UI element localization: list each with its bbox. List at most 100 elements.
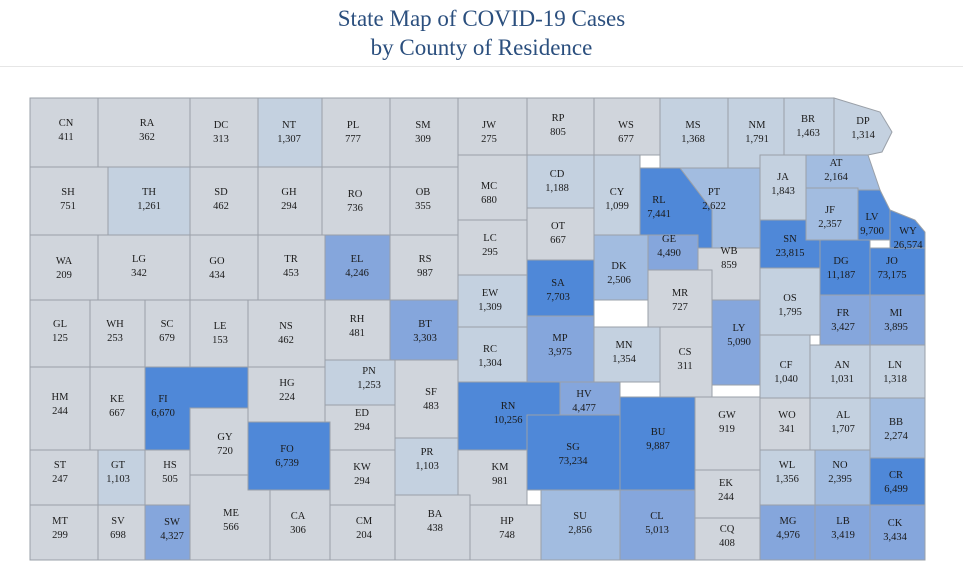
county-ew[interactable] xyxy=(457,274,528,328)
county-cases-hp: 748 xyxy=(499,530,515,541)
county-cases-nm: 1,791 xyxy=(745,134,769,145)
county-cases-ba: 438 xyxy=(427,523,443,534)
county-abbr-rh: RH xyxy=(350,314,365,325)
county-cases-ck: 3,434 xyxy=(883,532,907,543)
county-bt[interactable] xyxy=(389,299,459,361)
county-abbr-cy: CY xyxy=(610,187,625,198)
county-cases-dk: 2,506 xyxy=(607,275,631,286)
county-abbr-ca: CA xyxy=(291,511,306,522)
county-sf[interactable] xyxy=(394,359,459,439)
county-cases-ms: 1,368 xyxy=(681,134,705,145)
county-cases-sm: 309 xyxy=(415,134,431,145)
county-abbr-sg: SG xyxy=(566,442,580,453)
county-cases-ek: 244 xyxy=(718,492,735,503)
county-dg[interactable] xyxy=(819,239,871,296)
county-abbr-su: SU xyxy=(573,511,587,522)
county-abbr-cd: CD xyxy=(550,169,565,180)
county-ot[interactable] xyxy=(526,207,595,261)
county-abbr-nm: NM xyxy=(749,120,767,131)
county-cases-pr: 1,103 xyxy=(415,461,439,472)
county-cd[interactable] xyxy=(526,154,595,209)
county-cases-mp: 3,975 xyxy=(548,347,572,358)
county-cases-cd: 1,188 xyxy=(545,183,569,194)
county-abbr-os: OS xyxy=(783,293,797,304)
county-cases-mn: 1,354 xyxy=(612,354,636,365)
county-cases-ja: 1,843 xyxy=(771,186,795,197)
county-wa[interactable] xyxy=(29,234,99,301)
county-le[interactable] xyxy=(189,299,249,368)
county-cases-hg: 224 xyxy=(279,392,296,403)
county-cases-kw: 294 xyxy=(354,476,371,487)
county-cases-dp: 1,314 xyxy=(851,130,875,141)
county-cases-mt: 299 xyxy=(52,530,68,541)
county-cases-cq: 408 xyxy=(719,538,735,549)
county-abbr-hp: HP xyxy=(500,516,514,527)
county-abbr-bu: BU xyxy=(651,427,666,438)
county-abbr-br: BR xyxy=(801,114,815,125)
county-abbr-me: ME xyxy=(223,508,239,519)
county-abbr-ek: EK xyxy=(719,478,733,489)
county-abbr-fo: FO xyxy=(280,444,294,455)
county-cases-ca: 306 xyxy=(290,525,306,536)
county-mi[interactable] xyxy=(869,294,926,346)
county-cases-cy: 1,099 xyxy=(605,201,629,212)
county-ns[interactable] xyxy=(247,299,326,368)
county-wy[interactable] xyxy=(889,209,926,249)
county-abbr-rn: RN xyxy=(501,401,516,412)
map-title-line-2: by County of Residence xyxy=(370,35,593,60)
county-abbr-sa: SA xyxy=(551,278,565,289)
county-abbr-fi: FI xyxy=(158,394,168,405)
county-cases-fr: 3,427 xyxy=(831,322,855,333)
county-dc[interactable] xyxy=(189,97,259,168)
county-abbr-an: AN xyxy=(834,360,850,371)
county-cases-bu: 9,887 xyxy=(646,441,670,452)
county-bb[interactable] xyxy=(869,397,926,459)
county-cases-fo: 6,739 xyxy=(275,458,299,469)
county-cases-cn: 411 xyxy=(58,132,73,143)
county-fr[interactable] xyxy=(819,294,871,346)
county-ro[interactable] xyxy=(321,166,391,236)
county-br[interactable] xyxy=(783,97,835,156)
county-abbr-sf: SF xyxy=(425,387,437,398)
county-abbr-tr: TR xyxy=(284,254,297,265)
county-abbr-wa: WA xyxy=(56,256,73,267)
county-cases-jf: 2,357 xyxy=(818,219,842,230)
county-ms[interactable] xyxy=(659,97,729,169)
county-cases-gt: 1,103 xyxy=(106,474,130,485)
county-an[interactable] xyxy=(809,344,871,399)
county-cases-sf: 483 xyxy=(423,401,439,412)
county-cases-wa: 209 xyxy=(56,270,72,281)
county-abbr-sc: SC xyxy=(161,319,174,330)
county-abbr-mi: MI xyxy=(890,308,903,319)
county-abbr-bt: BT xyxy=(418,319,432,330)
county-go[interactable] xyxy=(189,234,259,301)
county-cases-lb: 3,419 xyxy=(831,530,855,541)
county-cases-rs: 987 xyxy=(417,268,433,279)
county-cr[interactable] xyxy=(869,457,926,506)
county-abbr-wo: WO xyxy=(778,410,796,421)
county-nt[interactable] xyxy=(257,97,323,168)
county-abbr-ja: JA xyxy=(777,172,789,183)
county-sm[interactable] xyxy=(389,97,459,168)
county-abbr-rs: RS xyxy=(419,254,432,265)
county-cases-wh: 253 xyxy=(107,333,123,344)
county-abbr-hg: HG xyxy=(279,378,295,389)
county-pl[interactable] xyxy=(321,97,391,168)
county-cases-fi: 6,670 xyxy=(151,408,175,419)
county-cases-su: 2,856 xyxy=(568,525,592,536)
county-abbr-sv: SV xyxy=(111,516,125,527)
county-cases-mi: 3,895 xyxy=(884,322,908,333)
county-abbr-ms: MS xyxy=(685,120,700,131)
county-abbr-ly: LY xyxy=(733,323,746,334)
county-cases-ns: 462 xyxy=(278,335,294,346)
county-abbr-ln: LN xyxy=(888,360,902,371)
county-cases-wy: 26,574 xyxy=(894,240,924,251)
county-cases-pn: 1,253 xyxy=(357,380,381,391)
county-abbr-jw: JW xyxy=(482,120,496,131)
county-ln[interactable] xyxy=(869,344,926,399)
county-abbr-cs: CS xyxy=(679,347,692,358)
county-cases-cs: 311 xyxy=(677,361,692,372)
county-fo[interactable] xyxy=(247,421,331,491)
county-ck[interactable] xyxy=(869,504,926,561)
